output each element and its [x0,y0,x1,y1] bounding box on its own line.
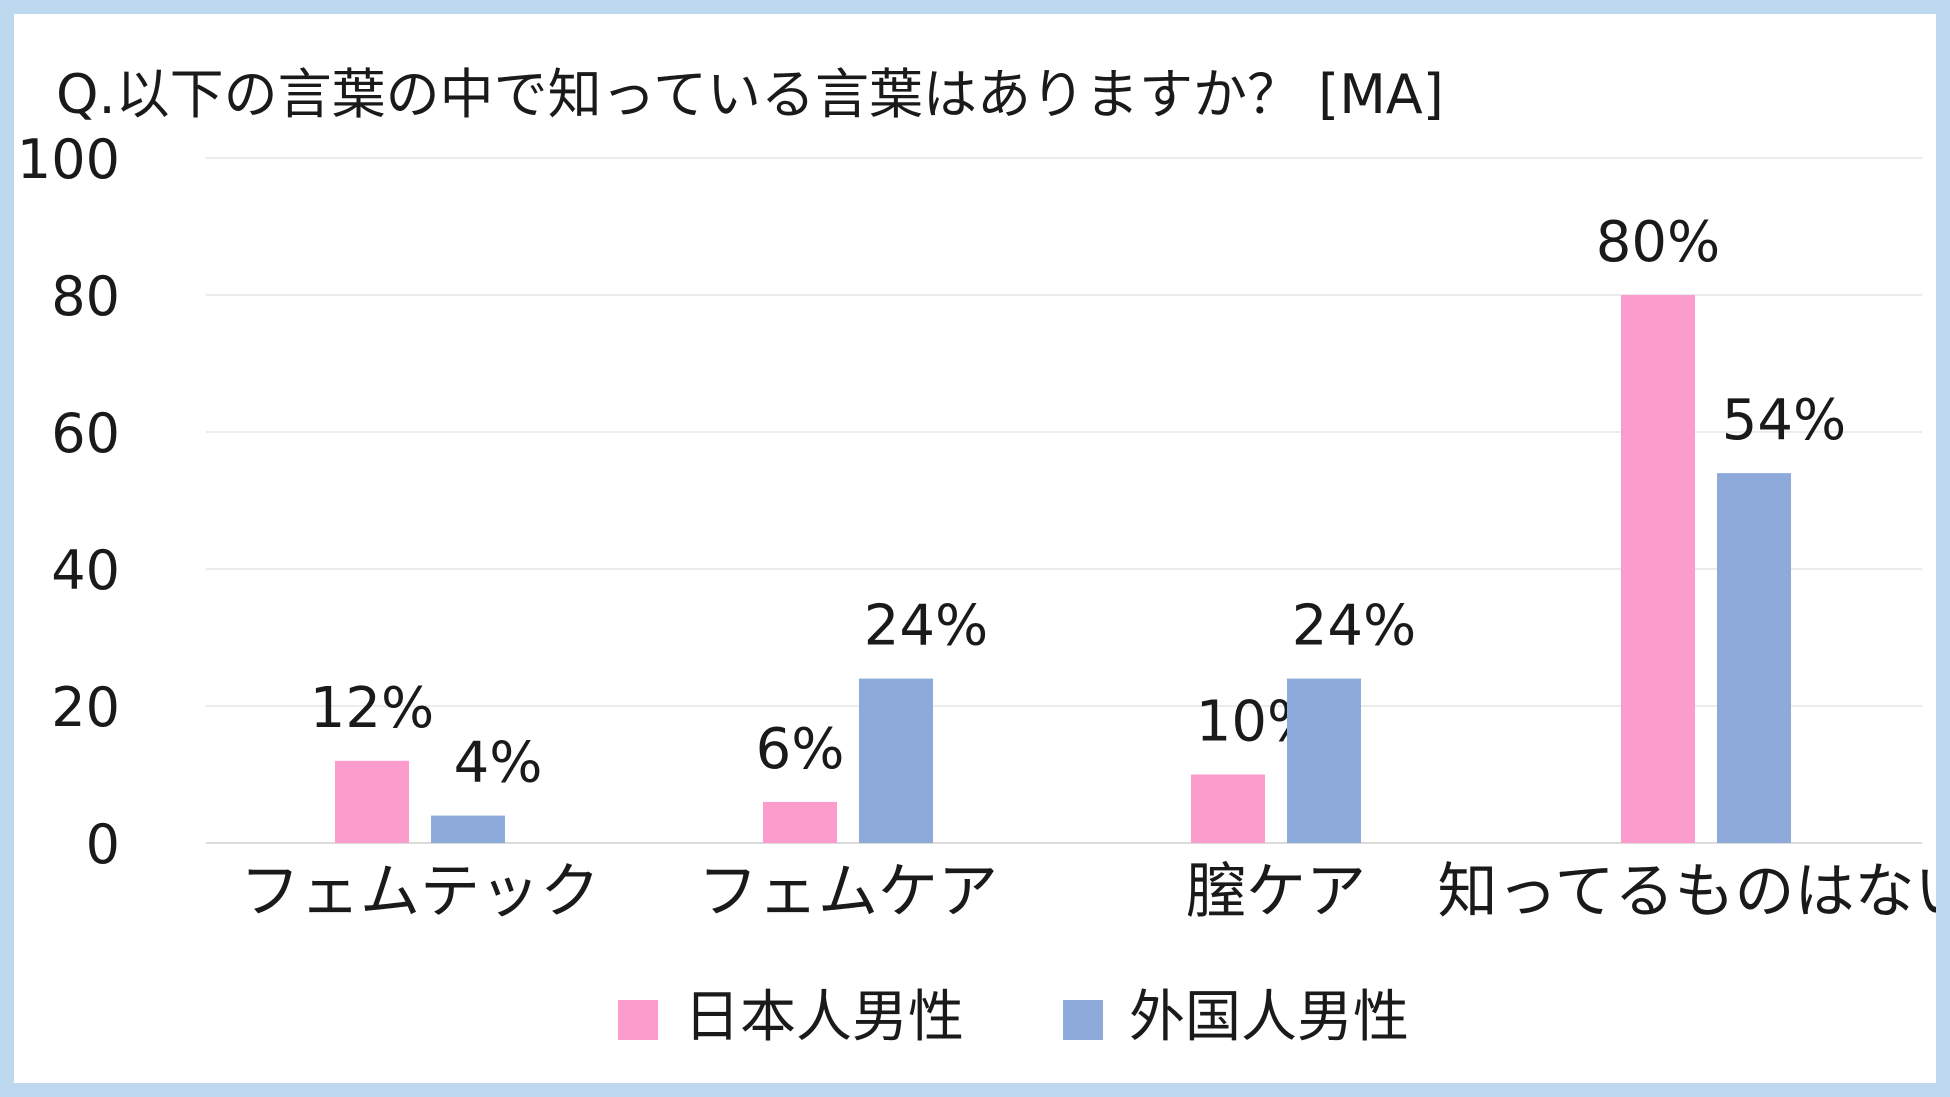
data-label: 12% [310,676,434,741]
chart-title: Q.以下の言葉の中で知っている言葉はありますか？ [MA] [56,63,1444,126]
bar-chart: 02040608010012%4%フェムテック6%24%フェムケア10%24%膣… [17,128,1937,1050]
bar-japanese-3 [1621,295,1695,843]
y-tick-label: 80 [51,265,120,328]
bar-foreign-0 [431,815,505,843]
legend-label: 日本人男性 [684,985,964,1050]
bar-japanese-1 [763,801,837,843]
data-label: 24% [1292,594,1416,659]
y-tick-label: 40 [51,539,120,602]
bar-japanese-0 [335,760,409,843]
data-label: 54% [1722,388,1846,453]
x-category-label: 膣ケア [1186,857,1366,927]
bar-foreign-2 [1287,678,1361,843]
y-tick-label: 20 [51,676,120,739]
x-category-label: フェムテック [240,857,600,927]
x-category-label: 知ってるものはない [1438,857,1937,927]
legend-swatch-0 [618,1000,658,1040]
y-tick-label: 100 [17,128,120,191]
bar-foreign-3 [1717,473,1791,843]
legend-swatch-1 [1063,1000,1103,1040]
y-tick-label: 0 [86,813,120,876]
data-label: 24% [864,594,988,659]
bar-japanese-2 [1191,774,1265,843]
data-label: 80% [1596,210,1720,275]
y-tick-label: 60 [51,402,120,465]
data-label: 4% [454,731,543,796]
x-category-label: フェムケア [698,857,998,927]
bar-foreign-1 [859,678,933,843]
data-label: 6% [756,717,845,782]
legend-label: 外国人男性 [1129,985,1409,1050]
